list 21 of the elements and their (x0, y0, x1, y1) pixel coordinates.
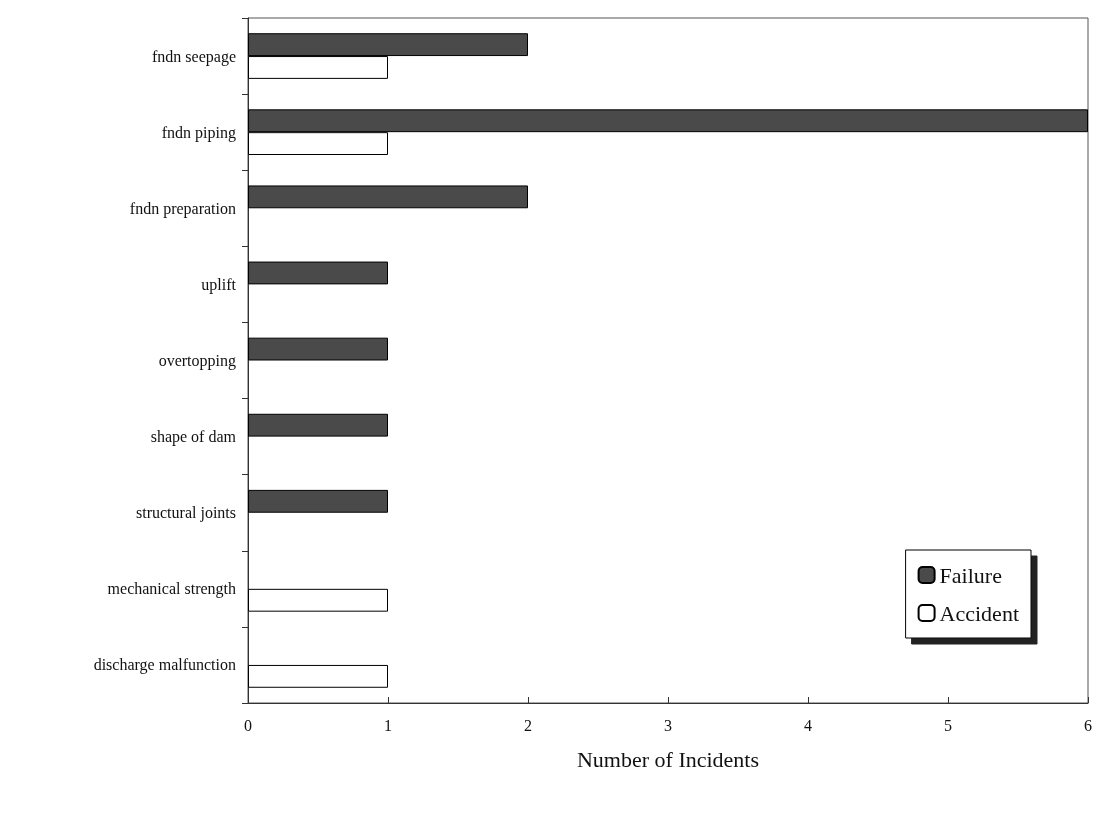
y-tick-label: fndn preparation (129, 199, 236, 218)
x-tick-label: 2 (524, 716, 532, 734)
x-tick-label: 5 (944, 716, 952, 734)
y-tick-label: fndn piping (161, 123, 236, 142)
x-tick-label: 4 (804, 716, 812, 734)
bar (248, 664, 388, 688)
y-tick-label: shape of dam (150, 428, 237, 447)
y-tick-label: overtopping (158, 352, 236, 370)
x-axis-title: Number of Incidents (576, 746, 760, 772)
y-tick-label: structural joints (136, 504, 236, 523)
bar (248, 588, 388, 612)
x-tick-label: 6 (1084, 716, 1092, 734)
legend-label: Failure (939, 562, 1002, 588)
x-tick-label: 0 (244, 716, 252, 734)
y-tick-label: discharge malfunction (93, 656, 236, 675)
x-tick-label: 1 (384, 716, 392, 734)
legend-label: Accident (939, 600, 1019, 626)
x-tick-label: 3 (664, 716, 672, 734)
y-tick-label: uplift (201, 275, 237, 294)
y-tick-label: mechanical strength (107, 580, 236, 599)
y-tick-label: fndn seepage (152, 47, 236, 66)
